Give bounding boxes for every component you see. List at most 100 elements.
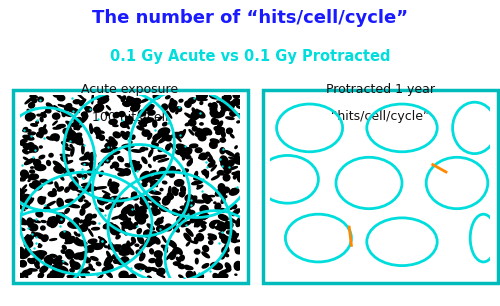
Ellipse shape [166, 252, 173, 259]
Ellipse shape [150, 208, 160, 214]
Ellipse shape [194, 200, 204, 203]
Ellipse shape [142, 182, 147, 186]
Ellipse shape [80, 220, 82, 223]
Ellipse shape [157, 254, 162, 259]
Ellipse shape [71, 108, 76, 114]
Ellipse shape [112, 162, 118, 168]
Text: 0.1 Gy Acute vs 0.1 Gy Protracted: 0.1 Gy Acute vs 0.1 Gy Protracted [110, 49, 390, 64]
Ellipse shape [216, 128, 224, 134]
Ellipse shape [234, 263, 238, 266]
Ellipse shape [94, 104, 104, 112]
Ellipse shape [58, 95, 64, 101]
Ellipse shape [25, 248, 30, 253]
Ellipse shape [56, 261, 62, 266]
Ellipse shape [176, 107, 182, 111]
Ellipse shape [136, 213, 140, 218]
Ellipse shape [131, 135, 135, 139]
Ellipse shape [218, 184, 225, 191]
Ellipse shape [122, 96, 126, 102]
Ellipse shape [208, 162, 215, 167]
Ellipse shape [220, 188, 226, 198]
Ellipse shape [197, 185, 202, 189]
Ellipse shape [28, 113, 35, 119]
Ellipse shape [96, 275, 103, 281]
Ellipse shape [170, 135, 174, 138]
Ellipse shape [145, 104, 154, 111]
Ellipse shape [142, 210, 146, 213]
Ellipse shape [202, 246, 208, 252]
Ellipse shape [135, 264, 145, 270]
Ellipse shape [218, 215, 228, 221]
Ellipse shape [60, 177, 64, 180]
Ellipse shape [88, 152, 96, 161]
Ellipse shape [206, 196, 212, 201]
Ellipse shape [172, 187, 178, 195]
Ellipse shape [194, 128, 202, 133]
Ellipse shape [44, 256, 50, 261]
Ellipse shape [125, 164, 130, 167]
Ellipse shape [208, 158, 215, 163]
Ellipse shape [200, 102, 202, 104]
Ellipse shape [106, 252, 111, 259]
Ellipse shape [183, 169, 188, 173]
Ellipse shape [188, 195, 192, 200]
Ellipse shape [142, 157, 147, 163]
Ellipse shape [118, 157, 124, 162]
Ellipse shape [118, 173, 126, 176]
Ellipse shape [88, 239, 97, 243]
Ellipse shape [146, 267, 152, 272]
Ellipse shape [44, 112, 46, 113]
Ellipse shape [140, 200, 147, 205]
Ellipse shape [62, 156, 67, 161]
Ellipse shape [179, 99, 183, 102]
Ellipse shape [40, 226, 45, 230]
Ellipse shape [140, 171, 149, 179]
Ellipse shape [227, 107, 232, 111]
Ellipse shape [127, 96, 131, 102]
Ellipse shape [63, 129, 69, 134]
Ellipse shape [155, 209, 160, 214]
Ellipse shape [84, 242, 86, 248]
Ellipse shape [24, 238, 32, 244]
Ellipse shape [208, 103, 212, 106]
Ellipse shape [80, 225, 88, 231]
Ellipse shape [18, 252, 24, 257]
Ellipse shape [98, 198, 104, 205]
Ellipse shape [41, 221, 46, 222]
Ellipse shape [101, 148, 112, 152]
Ellipse shape [98, 162, 103, 166]
Ellipse shape [220, 156, 228, 165]
Ellipse shape [19, 260, 26, 267]
Ellipse shape [82, 203, 90, 208]
Ellipse shape [188, 211, 194, 215]
Ellipse shape [153, 133, 162, 140]
Ellipse shape [26, 197, 32, 202]
Ellipse shape [176, 144, 187, 151]
Ellipse shape [144, 230, 152, 237]
Ellipse shape [190, 274, 192, 277]
Ellipse shape [184, 169, 186, 176]
Ellipse shape [230, 230, 236, 237]
Ellipse shape [138, 236, 144, 244]
Ellipse shape [192, 197, 196, 201]
Ellipse shape [190, 144, 198, 148]
Ellipse shape [148, 133, 152, 139]
Ellipse shape [68, 124, 71, 131]
Ellipse shape [230, 218, 236, 223]
Ellipse shape [178, 264, 184, 269]
Ellipse shape [186, 271, 193, 278]
Ellipse shape [185, 195, 194, 202]
Ellipse shape [127, 149, 129, 151]
Ellipse shape [166, 195, 173, 200]
Ellipse shape [164, 224, 172, 231]
Ellipse shape [149, 240, 155, 244]
Ellipse shape [150, 249, 154, 254]
Ellipse shape [70, 259, 74, 264]
Ellipse shape [187, 160, 192, 166]
Ellipse shape [38, 244, 41, 248]
Ellipse shape [219, 233, 228, 239]
Ellipse shape [202, 170, 206, 174]
Ellipse shape [233, 205, 236, 209]
Ellipse shape [146, 148, 148, 150]
Ellipse shape [177, 248, 182, 255]
